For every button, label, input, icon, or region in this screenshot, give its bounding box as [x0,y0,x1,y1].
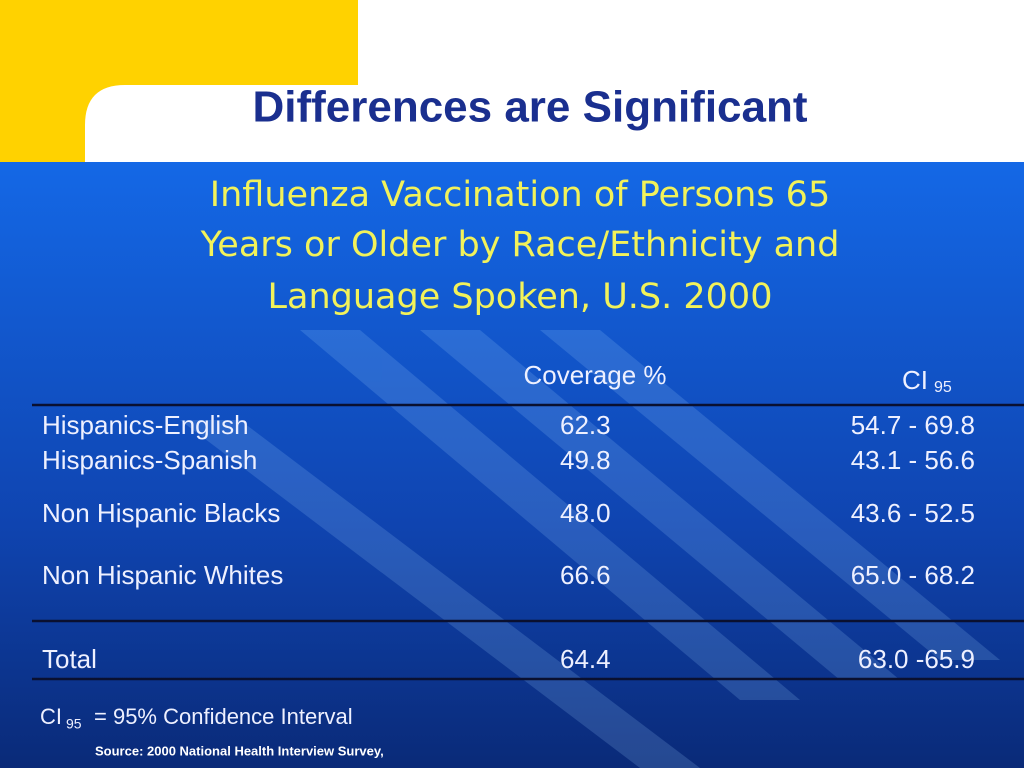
confidence-interval: 63.0 -65.9 [858,644,975,674]
confidence-interval: 43.1 - 56.6 [851,445,975,475]
coverage: 48.0 [560,498,611,528]
coverage: 62.3 [560,410,611,440]
column-header: Coverage % [523,360,666,390]
confidence-interval: 43.6 - 52.5 [851,498,975,528]
coverage: 66.6 [560,560,611,590]
row-label: Non Hispanic Blacks [42,498,280,528]
row-label: Hispanics-Spanish [42,445,257,475]
slide-title: Differences are Significant [252,83,807,132]
source: Source: 2000 National Health Interview S… [95,743,384,758]
row-label: Total [42,644,97,674]
footnote-text: = 95% Confidence Interval [94,704,353,729]
column-header-sub: 95 [934,379,952,396]
table-body: Hispanics-English 62.3 54.7 - 69.8 Hispanic… [42,410,975,674]
table-title: Influenza Vaccination of Persons 65 [210,175,830,215]
coverage: 49.8 [560,445,611,475]
decor-stripes [180,330,1000,768]
column-header: CI [902,365,928,395]
footnote-sub: 95 [66,716,82,732]
table-title: Language Spoken, U.S. 2000 [268,277,773,317]
row-label: Hispanics-English [42,410,249,440]
confidence-interval: 65.0 - 68.2 [851,560,975,590]
confidence-interval: 54.7 - 69.8 [851,410,975,440]
table-title: Years or Older by Race/Ethnicity and [200,225,840,265]
white-band [85,85,1024,162]
panel [0,162,1024,768]
coverage: 64.4 [560,644,611,674]
row-label: Non Hispanic Whites [42,560,283,590]
footnote-abbr: CI [40,704,62,729]
